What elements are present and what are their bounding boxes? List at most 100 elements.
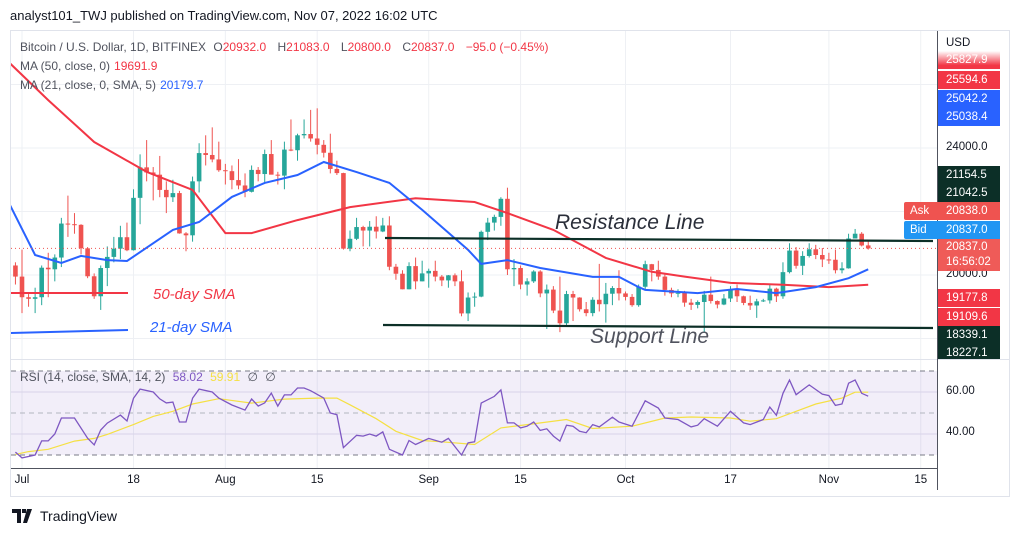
candle[interactable] [275,171,281,185]
candle[interactable] [26,294,31,307]
candle[interactable] [19,249,25,314]
candle[interactable] [839,262,845,274]
candle[interactable] [400,270,405,290]
candle[interactable] [314,108,320,155]
symbol-title[interactable]: Bitcoin / U.S. Dollar, 1D, BITFINEX [20,40,207,54]
candle[interactable] [32,287,38,314]
candle[interactable] [255,167,261,182]
candle[interactable] [537,270,543,298]
candle[interactable] [767,284,773,304]
currency-label[interactable]: USD [946,37,971,49]
candle[interactable] [583,301,589,317]
candle[interactable] [675,289,681,298]
sma50-label[interactable]: 50-day SMA [153,286,236,303]
candle[interactable] [170,179,176,202]
candle[interactable] [242,173,248,198]
candle[interactable] [347,230,353,252]
candle[interactable] [268,140,274,175]
candle[interactable] [380,217,386,233]
candle[interactable] [459,270,464,317]
candle[interactable] [465,292,471,322]
candle[interactable] [85,247,90,279]
resistance-label[interactable]: Resistance Line [555,211,705,234]
candle[interactable] [39,265,44,306]
candle[interactable] [472,292,477,307]
candle[interactable] [485,217,491,241]
candle[interactable] [282,141,287,190]
candle[interactable] [570,290,576,322]
sma21-legend-line[interactable] [11,329,129,334]
candle[interactable] [557,276,563,333]
candle[interactable] [747,295,753,310]
candle[interactable] [78,224,84,255]
candle[interactable] [373,216,379,239]
candle[interactable] [695,300,700,309]
candle[interactable] [859,232,864,247]
candle[interactable] [45,252,51,298]
candle[interactable] [544,284,550,329]
candle[interactable] [124,222,130,252]
resistance-line[interactable] [384,236,934,243]
candle[interactable] [564,290,569,326]
candle[interactable] [656,260,661,280]
candle[interactable] [813,244,819,260]
candle[interactable] [341,172,346,250]
candle[interactable] [426,268,432,288]
candle[interactable] [820,248,825,268]
candle[interactable] [137,154,143,225]
candle[interactable] [393,263,399,280]
candle[interactable] [203,135,208,166]
candle[interactable] [111,236,117,263]
candle[interactable] [406,262,412,290]
candle[interactable] [288,119,294,152]
candle[interactable] [13,262,18,285]
candle[interactable] [190,176,195,242]
candle[interactable] [223,163,228,185]
candle[interactable] [209,127,215,163]
candle[interactable] [636,284,641,307]
candle[interactable] [721,294,727,306]
candle[interactable] [774,287,779,302]
candle[interactable] [144,140,149,182]
candle[interactable] [852,228,858,239]
candle[interactable] [328,133,333,174]
candle[interactable] [577,297,582,312]
candle[interactable] [806,243,812,258]
candle[interactable] [623,291,628,301]
ma21-legend[interactable]: MA (21, close, 0, SMA, 5) 20179.7 [20,78,204,92]
candle[interactable] [524,278,530,296]
candle[interactable] [367,221,372,247]
candle[interactable] [183,232,189,252]
candle[interactable] [610,286,615,306]
candle[interactable] [196,143,202,193]
candle[interactable] [334,160,340,175]
candle[interactable] [688,298,694,310]
candle[interactable] [492,214,497,231]
candle[interactable] [826,252,832,264]
candle[interactable] [616,270,622,301]
candle[interactable] [682,290,687,307]
candle[interactable] [91,273,97,299]
candle[interactable] [262,149,268,183]
candle[interactable] [452,273,458,287]
sma21-label[interactable]: 21-day SMA [150,319,233,336]
candle[interactable] [531,270,536,283]
candle[interactable] [321,140,327,158]
support-line[interactable] [382,323,934,330]
candle[interactable] [413,257,418,290]
candle[interactable] [728,286,733,302]
candle[interactable] [760,298,766,302]
candle[interactable] [701,290,707,333]
candle[interactable] [177,190,182,234]
candle[interactable] [505,187,510,275]
candle[interactable] [236,159,241,190]
candle[interactable] [354,217,359,241]
rsi-legend[interactable]: RSI (14, close, SMA, 14, 2) 58.02 59.91 … [20,370,276,384]
candle[interactable] [98,265,104,310]
candle[interactable] [72,213,77,234]
candle[interactable] [164,181,169,214]
candle[interactable] [596,263,602,312]
candle[interactable] [308,109,313,142]
candle[interactable] [511,259,517,287]
